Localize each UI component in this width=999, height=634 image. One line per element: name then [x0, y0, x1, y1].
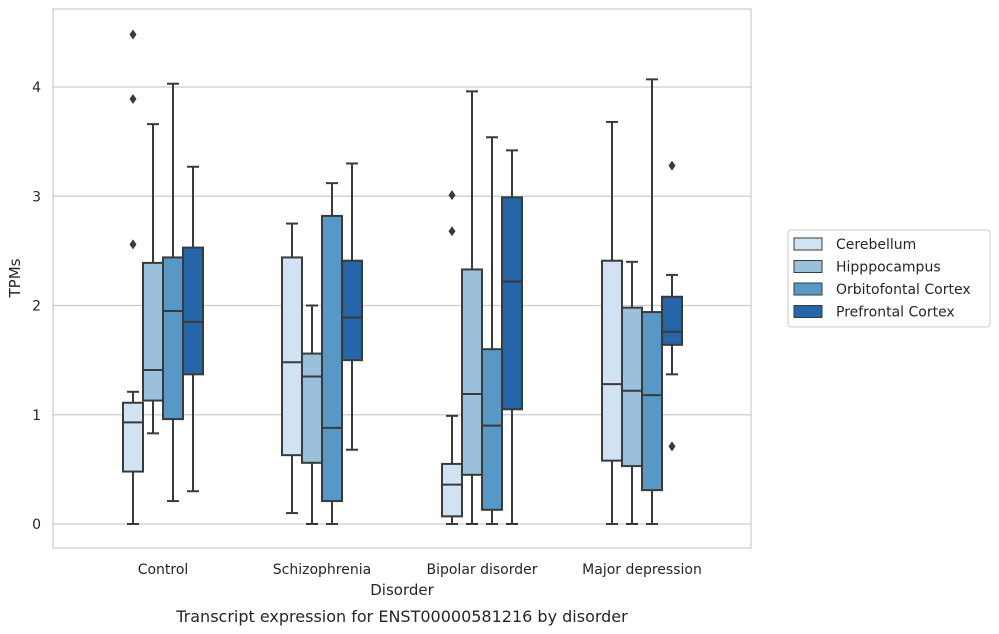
x-axis-ticks: Control Schizophrenia Bipolar disorder Majo…: [138, 562, 702, 578]
box: [461, 268, 483, 476]
y-tick-label: 2: [32, 299, 41, 315]
box-plot: [162, 82, 184, 503]
box-plot: [122, 29, 144, 525]
box: [481, 348, 503, 511]
box: [341, 259, 363, 362]
outlier-point: [129, 29, 137, 40]
box-plot: [142, 123, 164, 435]
x-tick-label: Major depression: [582, 562, 702, 578]
box: [601, 259, 623, 462]
y-tick-label: 0: [32, 517, 41, 533]
outlier-point: [668, 160, 676, 171]
y-axis-ticks: 0 1 2 3 4: [32, 80, 41, 533]
x-tick-label: Bipolar disorder: [426, 562, 537, 578]
outlier-point: [668, 441, 676, 452]
box-plot: [621, 260, 643, 525]
legend-frame: [787, 229, 991, 328]
x-tick-label: Schizophrenia: [273, 562, 371, 578]
outlier-point: [448, 226, 456, 237]
box: [122, 401, 144, 473]
box: [321, 214, 343, 503]
legend-label: Orbitofontal Cortex: [836, 282, 971, 298]
y-axis-label: TPMs: [6, 258, 24, 298]
legend-label: Hipppocampus: [836, 260, 941, 276]
legend-swatch: [793, 305, 823, 318]
box: [501, 196, 523, 411]
box: [641, 311, 663, 492]
box-plot: [641, 78, 663, 525]
box-plot: [481, 136, 503, 525]
box-plot: [661, 160, 683, 452]
box: [182, 246, 204, 376]
y-tick-label: 4: [32, 80, 41, 96]
chart-caption: Transcript expression for ENST0000058121…: [175, 607, 628, 626]
x-tick-label: Control: [138, 562, 189, 578]
box: [301, 352, 323, 464]
box-plot: [501, 149, 523, 525]
box: [162, 256, 184, 421]
y-tick-label: 1: [32, 408, 41, 424]
box-plot: [441, 190, 463, 525]
box: [621, 306, 643, 468]
legend-swatch: [793, 282, 823, 296]
box: [661, 295, 683, 346]
outlier-point: [129, 94, 137, 105]
legend-label: Cerebellum: [836, 237, 916, 253]
box-plot: [301, 304, 323, 525]
legend-swatch: [793, 237, 823, 251]
outlier-point: [129, 239, 137, 250]
box-plot: [341, 162, 363, 451]
box-groups: [122, 29, 683, 525]
box: [281, 256, 303, 457]
x-axis-label: Disorder: [370, 581, 434, 599]
legend-label: Prefrontal Cortex: [836, 305, 955, 321]
legend: Cerebellum Hipppocampus Orbitofontal Corte…: [787, 229, 991, 328]
legend-swatch: [793, 260, 823, 273]
box: [142, 261, 164, 402]
box-plot: [281, 222, 303, 515]
plot-frame: [52, 8, 752, 549]
box-plot: [321, 182, 343, 525]
box-plot: [461, 90, 483, 525]
box-plot: [182, 165, 204, 493]
box: [441, 462, 463, 518]
outlier-point: [448, 190, 456, 201]
y-tick-label: 3: [32, 189, 41, 205]
